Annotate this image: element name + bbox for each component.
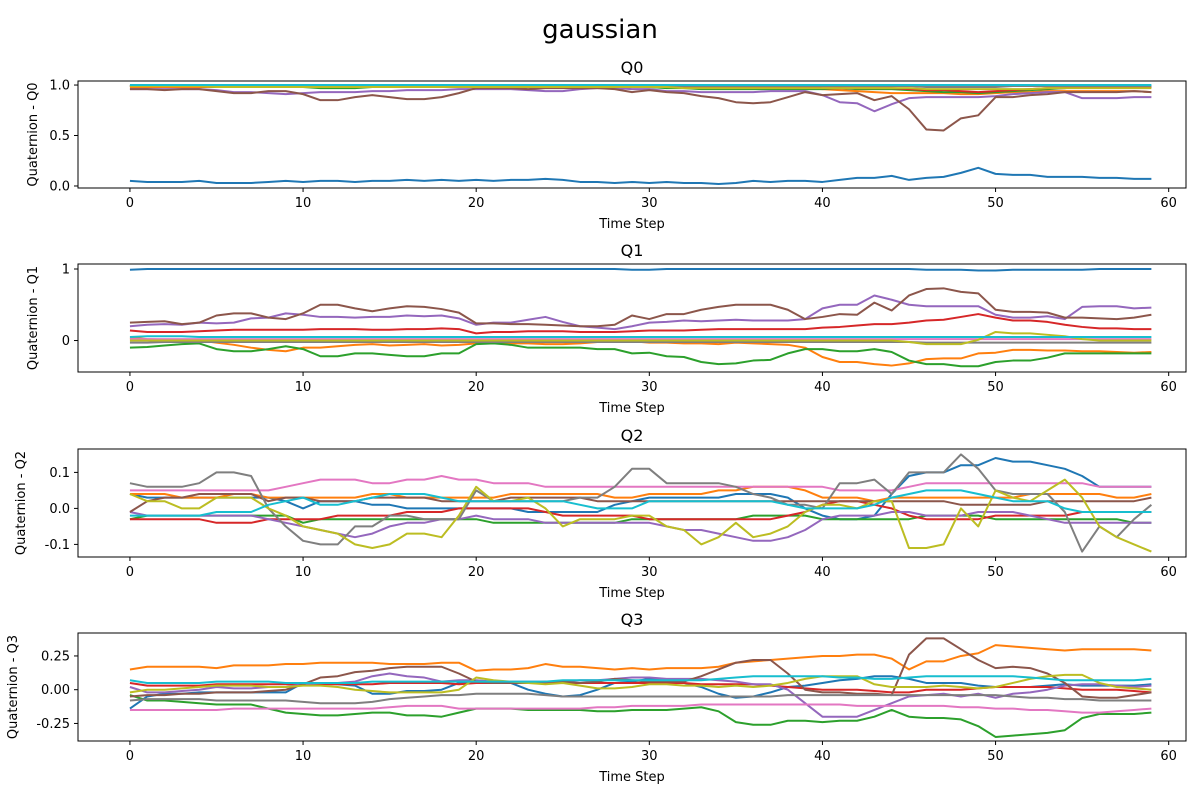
- y-tick-label: 0.25: [41, 649, 70, 664]
- y-tick-label: 0: [62, 334, 70, 349]
- series-line-2: [129, 694, 1152, 738]
- series-line-3: [129, 313, 1152, 335]
- series-line-8: [129, 330, 1152, 346]
- x-axis-label: Time Step: [598, 401, 665, 416]
- series-line-7: [129, 453, 1153, 553]
- series-group: [129, 268, 1152, 368]
- y-axis-label: Quaternion - Q3: [6, 635, 21, 739]
- y-tick-label: -0.1: [45, 538, 70, 553]
- axes-frame: [77, 632, 1187, 742]
- x-tick-label: 10: [295, 380, 312, 395]
- subplot-title: Q0: [621, 58, 644, 77]
- x-tick-label: 50: [987, 565, 1004, 580]
- axes-frame: [77, 80, 1187, 189]
- x-tick-label: 50: [987, 196, 1004, 211]
- y-tick-label: 0.0: [49, 179, 70, 194]
- series-line-2: [129, 342, 1152, 368]
- x-tick-label: 30: [641, 380, 658, 395]
- x-tick-label: 60: [1160, 380, 1177, 395]
- series-line-6: [129, 703, 1152, 714]
- series-line-0: [129, 457, 1152, 521]
- x-axis-label: Time Step: [598, 770, 665, 785]
- y-tick-label: 0.5: [49, 129, 70, 144]
- y-axis-label: Quaternion - Q2: [14, 451, 29, 555]
- x-tick-label: 10: [295, 749, 312, 764]
- y-axis-label: Quaternion - Q1: [26, 266, 41, 370]
- x-tick-label: 0: [126, 196, 134, 211]
- series-line-0: [129, 268, 1152, 272]
- subplot-title: Q1: [621, 241, 644, 260]
- x-tick-label: 30: [641, 196, 658, 211]
- series-line-7: [129, 692, 1152, 705]
- x-tick-label: 10: [295, 196, 312, 211]
- x-tick-label: 40: [814, 196, 831, 211]
- x-axis-label: Time Step: [598, 217, 665, 232]
- y-axis-label: Quaternion - Q0: [26, 82, 41, 186]
- subplot-q1: Q1 0 10 20 30 40 50 60 0 1 Time Step Quaternion - Q…: [26, 241, 1187, 416]
- x-tick-label: 10: [295, 565, 312, 580]
- figure-title: gaussian: [542, 15, 658, 45]
- series-line-8: [129, 85, 1152, 91]
- subplot-title: Q3: [621, 610, 644, 629]
- x-tick-label: 40: [814, 749, 831, 764]
- series-line-8: [129, 478, 1152, 553]
- y-tick-label: 0.0: [49, 502, 70, 517]
- series-line-7: [129, 340, 1152, 344]
- x-tick-label: 40: [814, 380, 831, 395]
- series-group: [129, 453, 1153, 553]
- y-tick-label: 0.1: [49, 466, 70, 481]
- series-line-7: [129, 85, 1152, 89]
- y-tick-label: -0.25: [36, 717, 70, 732]
- axes-frame: [77, 263, 1187, 373]
- series-line-8: [129, 673, 1152, 694]
- x-axis-label: Time Step: [598, 586, 665, 601]
- x-tick-label: 50: [987, 380, 1004, 395]
- x-tick-label: 0: [126, 380, 134, 395]
- x-tick-label: 20: [468, 196, 485, 211]
- series-group: [129, 637, 1152, 738]
- series-line-1: [129, 644, 1152, 672]
- x-tick-label: 0: [126, 565, 134, 580]
- series-group: [129, 84, 1152, 185]
- series-line-6: [129, 475, 1152, 492]
- subplot-q3: Q3 0 10 20 30 40 50 60 -0.25 0.00 0.25 Time Step Qua…: [6, 610, 1187, 785]
- x-tick-label: 20: [468, 565, 485, 580]
- series-line-4: [129, 511, 1152, 542]
- series-line-9: [129, 675, 1152, 684]
- x-tick-label: 0: [126, 749, 134, 764]
- subplot-title: Q2: [621, 426, 644, 445]
- y-tick-label: 0.00: [41, 683, 70, 698]
- x-tick-label: 50: [987, 749, 1004, 764]
- series-line-4: [129, 294, 1152, 331]
- axes-frame: [77, 448, 1187, 558]
- series-line-5: [129, 287, 1152, 328]
- x-tick-label: 20: [468, 380, 485, 395]
- x-tick-label: 30: [641, 565, 658, 580]
- x-tick-label: 40: [814, 565, 831, 580]
- series-line-9: [129, 335, 1152, 338]
- x-tick-label: 30: [641, 749, 658, 764]
- series-line-5: [129, 87, 1152, 132]
- x-tick-label: 60: [1160, 196, 1177, 211]
- x-tick-label: 20: [468, 749, 485, 764]
- y-tick-label: 1: [62, 263, 70, 278]
- series-line-2: [129, 514, 1152, 524]
- subplot-q0: Q0 0 10 20 30 40 50 60 0.0 0.5 1.0 Time Step Quatern…: [26, 58, 1187, 232]
- x-tick-label: 60: [1160, 749, 1177, 764]
- series-line-9: [129, 489, 1152, 517]
- series-line-0: [129, 166, 1152, 185]
- x-tick-label: 60: [1160, 565, 1177, 580]
- y-tick-label: 1.0: [49, 79, 70, 94]
- subplot-q2: Q2 0 10 20 30 40 50 60 -0.1 0.0 0.1 Time Step Quater…: [14, 426, 1187, 601]
